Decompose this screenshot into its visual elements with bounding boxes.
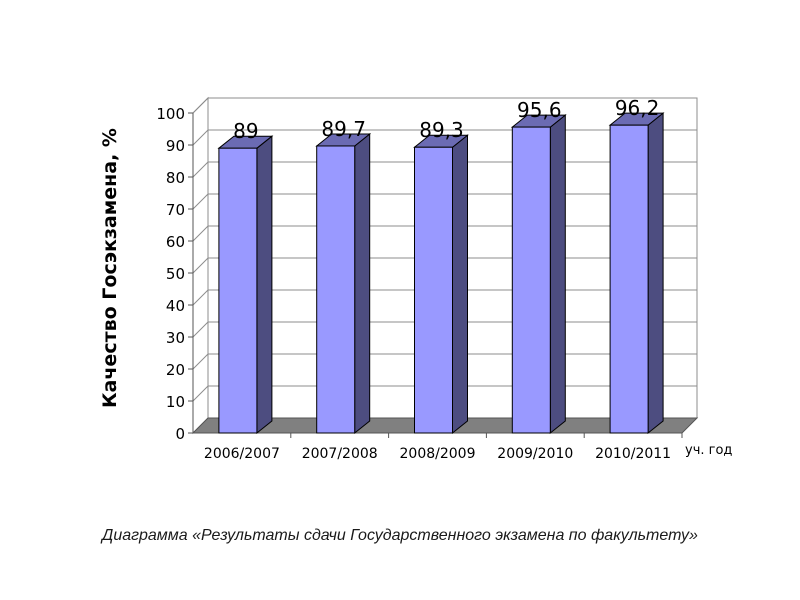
x-axis-label: уч. год [685,443,733,458]
gridline-depth [192,129,209,146]
bar [218,147,258,434]
gridline-depth [192,257,209,274]
y-tick-label: 100 [156,105,185,123]
gridline-depth [192,353,209,370]
gridline-depth [192,321,209,338]
x-tick-label: 2008/2009 [400,446,476,462]
y-tick-label: 20 [166,361,185,379]
y-tick-label: 70 [166,201,185,219]
x-tick-label: 2007/2008 [302,446,378,462]
bar-side [354,132,371,435]
x-tick-label: 2010/2011 [595,446,671,462]
data-label: 89 [233,119,258,143]
bar [609,124,649,434]
gridline-depth [192,193,209,210]
data-label: 89,3 [419,118,464,142]
gridline-depth [192,97,209,114]
y-tick-label: 60 [166,233,185,251]
y-tick-label: 30 [166,329,185,347]
x-tick-label: 2006/2007 [204,446,280,462]
y-tick-label: 90 [166,137,185,155]
x-tick-label: 2009/2010 [497,446,573,462]
chart-caption: Диаграмма «Результаты сдачи Государствен… [102,527,698,544]
y-tick-label: 10 [166,393,185,411]
bar-side [452,134,468,435]
gridline-depth [192,161,209,178]
bar [511,126,551,434]
y-tick-label: 50 [166,265,185,283]
bar-side [647,112,664,435]
y-tick-label: 40 [166,297,185,315]
y-tick-label: 0 [175,425,185,443]
bar [414,146,453,434]
data-label: 95,6 [517,98,562,122]
bar-side [549,114,566,435]
bar [316,145,356,434]
gridline-depth [192,289,209,306]
data-label: 89,7 [321,117,366,141]
bar-side [256,135,273,435]
y-tick-label: 80 [166,169,185,187]
gridline-depth [192,225,209,242]
data-label: 96,2 [615,96,660,120]
y-axis-label: Качество Госэкзамена, % [99,128,121,408]
gridline-depth [192,385,209,402]
